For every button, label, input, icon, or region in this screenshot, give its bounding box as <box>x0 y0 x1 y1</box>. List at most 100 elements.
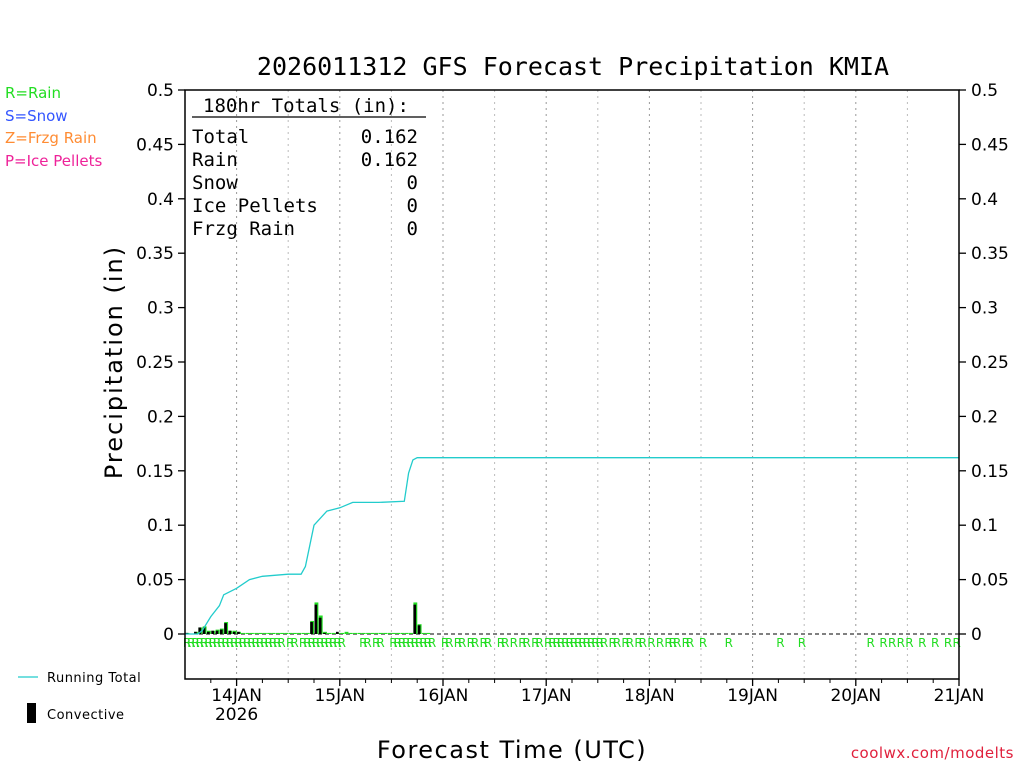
rain-mark: R <box>308 636 316 650</box>
totals-value: 0.162 <box>361 126 418 148</box>
precip-bar <box>353 632 358 634</box>
x-tick-label: 19JAN <box>727 686 778 706</box>
y-tick-label: 0.25 <box>136 353 174 373</box>
convective-bar <box>336 631 339 634</box>
running-total-legend-label: Running Total <box>47 671 141 686</box>
convective-bar <box>219 629 223 634</box>
rain-mark: R <box>316 636 324 650</box>
precip-bar <box>271 632 276 634</box>
rain-mark: R <box>187 636 195 650</box>
x-axis-label: Forecast Time (UTC) <box>377 736 647 764</box>
precip-bar <box>379 632 383 634</box>
rain-mark: R <box>669 636 677 650</box>
rain-mark: R <box>222 636 230 650</box>
rain-mark: R <box>209 636 217 650</box>
y-axis-label: Precipitation (in) <box>100 245 128 479</box>
grid-lines <box>185 90 959 679</box>
convective-bar <box>194 631 197 634</box>
totals-label: Rain <box>192 149 238 171</box>
rain-mark: R <box>725 636 733 650</box>
rain-mark: R <box>591 636 599 650</box>
legend-rain: R=Rain <box>5 84 61 102</box>
rain-mark: R <box>574 636 582 650</box>
rain-mark: R <box>320 636 328 650</box>
rain-mark: R <box>561 636 569 650</box>
rain-mark: R <box>299 636 307 650</box>
precip-bar <box>258 632 263 634</box>
rain-mark: R <box>252 636 260 650</box>
rain-mark: R <box>269 636 277 650</box>
rain-mark: R <box>600 636 608 650</box>
convective-bar <box>215 630 219 634</box>
precip-bar <box>267 632 272 634</box>
y-tick-label: 0.3 <box>147 299 174 319</box>
rain-mark: R <box>247 636 255 650</box>
rain-mark: R <box>398 636 406 650</box>
totals-value: 0 <box>407 218 418 240</box>
rain-mark: R <box>273 636 281 650</box>
x-tick-label: 16JAN <box>418 686 469 706</box>
totals-box: 180hr Totals (in): Total 0.162 Rain 0.16… <box>192 95 426 240</box>
convective-bar <box>207 631 210 634</box>
rain-mark: R <box>467 636 475 650</box>
legend-ice-pellets: P=Ice Pellets <box>5 151 103 170</box>
totals-label: Ice Pellets <box>192 195 318 217</box>
y-tick-label: 0 <box>971 625 982 645</box>
precip-bar <box>348 632 353 634</box>
rain-mark: R <box>415 636 423 650</box>
precip-bar <box>400 632 405 634</box>
rain-mark: R <box>587 636 595 650</box>
precip-bar <box>275 632 280 634</box>
rain-mark: R <box>905 636 913 650</box>
rain-mark: R <box>213 636 221 650</box>
precip-bar <box>370 632 375 634</box>
y-tick-label: 0.15 <box>136 462 174 482</box>
totals-heading: 180hr Totals (in): <box>203 95 409 117</box>
rain-mark: R <box>613 636 621 650</box>
y-tick-label: 0.1 <box>147 516 174 536</box>
rain-mark: R <box>944 636 952 650</box>
precip-bar <box>280 632 284 634</box>
rain-mark: R <box>372 636 380 650</box>
rain-mark: R <box>471 636 479 650</box>
totals-value: 0 <box>407 195 418 217</box>
x-tick-label: 18JAN <box>624 686 675 706</box>
rain-mark: R <box>664 636 672 650</box>
precip-bar <box>344 631 349 634</box>
precip-bar <box>366 632 370 634</box>
convective-bar <box>318 617 322 634</box>
y-tick-label: 0.4 <box>147 190 174 210</box>
rain-mark: R <box>888 636 896 650</box>
rain-mark: R <box>647 636 655 650</box>
rain-mark: R <box>548 636 556 650</box>
rain-mark: R <box>867 636 875 650</box>
rain-mark: R <box>544 636 552 650</box>
precip-bar <box>409 632 413 634</box>
rain-mark: R <box>621 636 629 650</box>
rain-mark: R <box>609 636 617 650</box>
x-tick-label: 15JAN <box>314 686 365 706</box>
y-tick-label: 0.1 <box>971 516 998 536</box>
rain-mark: R <box>402 636 410 650</box>
convective-bar <box>224 623 227 634</box>
y-tick-label: 0.05 <box>136 571 174 591</box>
rain-mark: R <box>510 636 518 650</box>
rain-mark: R <box>501 636 509 650</box>
rain-mark: R <box>325 636 333 650</box>
totals-label: Frzg Rain <box>192 218 295 240</box>
rain-mark: R <box>953 636 961 650</box>
rain-mark: R <box>484 636 492 650</box>
y-tick-label: 0.45 <box>971 135 1009 155</box>
y-tick-label: 0.35 <box>136 244 174 264</box>
precip-bar <box>250 632 254 634</box>
rain-mark: R <box>445 636 453 650</box>
y-tick-label: 0.2 <box>971 407 998 427</box>
precip-bar <box>262 632 267 634</box>
precip-bar <box>383 632 388 634</box>
convective-bar <box>417 625 421 634</box>
rain-mark: R <box>673 636 681 650</box>
chart-title: 2026011312 GFS Forecast Precipitation KM… <box>257 52 889 81</box>
x-tick-label: 14JAN <box>211 686 262 706</box>
rain-mark: R <box>389 636 397 650</box>
